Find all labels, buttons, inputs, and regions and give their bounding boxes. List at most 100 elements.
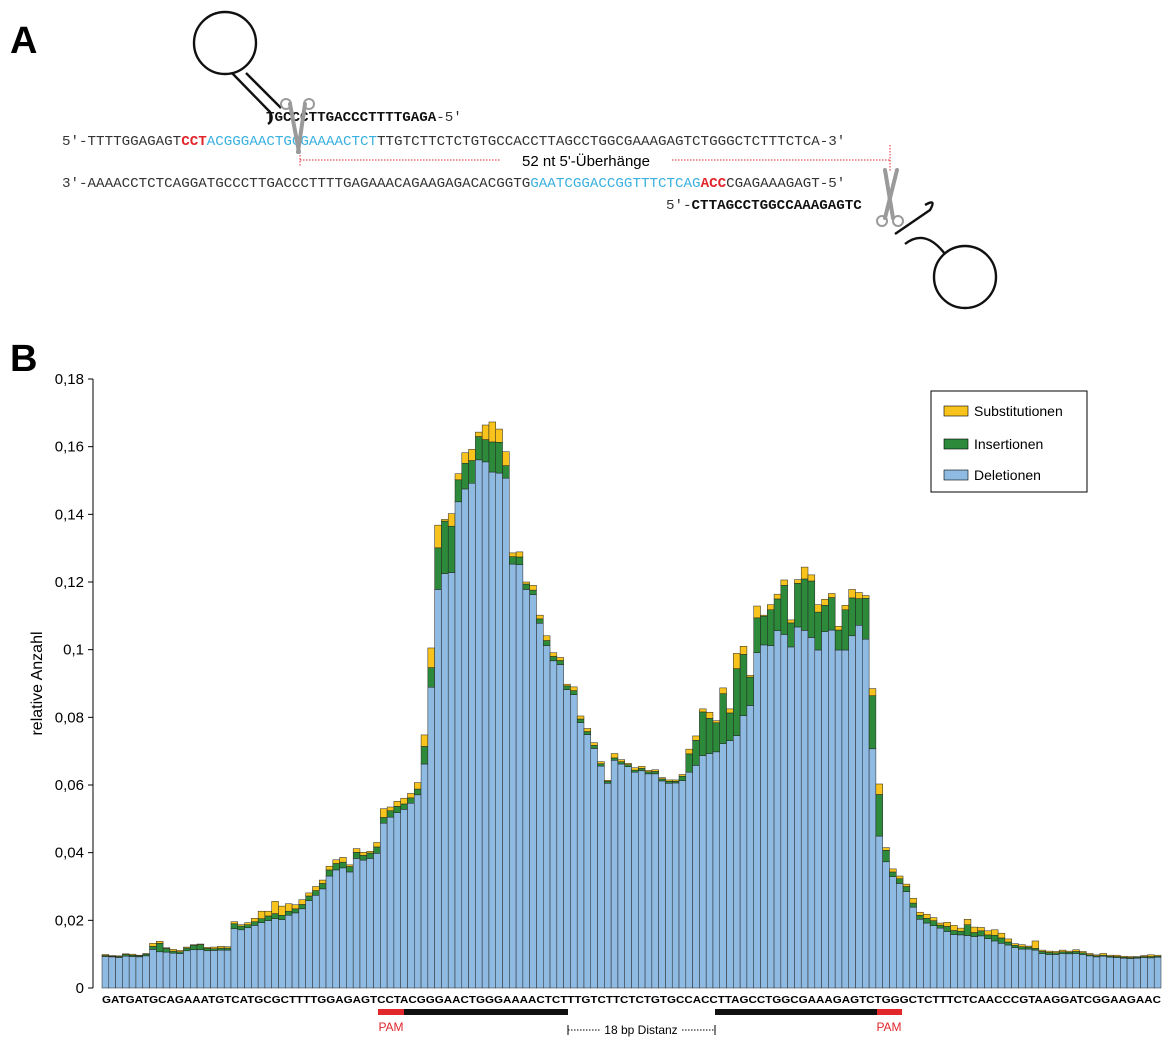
bar-deletion: [583, 734, 592, 989]
bar-substitution: [576, 715, 585, 720]
bar-substitution: [101, 954, 110, 956]
target-markers: PAM PAM 18 bp Distanz: [378, 1009, 902, 1037]
bar-insertion: [332, 863, 340, 871]
bar-deletion: [604, 783, 612, 989]
bar-insertion: [1031, 948, 1040, 951]
bar-substitution: [1099, 953, 1107, 956]
bar-deletion: [699, 755, 707, 989]
bar-insertion: [407, 797, 415, 804]
bar-substitution: [807, 574, 816, 582]
bar-deletion: [936, 927, 945, 989]
bar-insertion: [196, 944, 205, 951]
bar-insertion: [420, 746, 429, 765]
bar-insertion: [502, 465, 510, 479]
bar-deletion: [570, 694, 578, 989]
bar-insertion: [1058, 951, 1067, 954]
bar-substitution: [441, 519, 449, 522]
base-sequence: GATGATGCAGAAATGTCATGCGCTTTTGGAGAGTCCTACG…: [102, 995, 1161, 1006]
bar-substitution: [481, 424, 490, 440]
bar-substitution: [1153, 954, 1162, 957]
bar-substitution: [692, 735, 700, 741]
bar-deletion: [889, 876, 897, 989]
bar-deletion: [509, 563, 517, 989]
bar-substitution: [278, 905, 286, 916]
bar-substitution: [1058, 949, 1067, 953]
bar-deletion: [1072, 953, 1080, 989]
bar-deletion: [515, 564, 524, 989]
bar-deletion: [848, 635, 856, 989]
bar-substitution: [373, 842, 381, 848]
y-axis-title: relative Anzahl: [29, 631, 46, 735]
bar-substitution: [414, 782, 422, 790]
bar-insertion: [203, 948, 211, 952]
legend-swatch-deletions: [943, 469, 969, 481]
bar-deletion: [230, 928, 239, 989]
bar-substitution: [318, 879, 327, 884]
bar-substitution: [1113, 954, 1121, 957]
bar-deletion: [1058, 953, 1067, 989]
bar-insertion: [991, 934, 999, 942]
bar-substitution: [128, 953, 137, 956]
bar-deletion: [692, 765, 700, 989]
bar-insertion: [733, 668, 741, 736]
bar-deletion: [101, 956, 110, 989]
bar-deletion: [447, 572, 456, 989]
bar-insertion: [223, 947, 232, 951]
bar-insertion: [834, 629, 843, 651]
bar-insertion: [814, 611, 822, 651]
bar-insertion: [597, 763, 605, 767]
overhang-indicator: 52 nt 5'-Überhänge: [299, 137, 891, 172]
bar-deletion: [210, 950, 218, 989]
bar-substitution: [122, 953, 130, 955]
bar-substitution: [352, 848, 361, 853]
bar-deletion: [325, 875, 334, 989]
bar-deletion: [271, 918, 279, 989]
bar-deletion: [773, 630, 782, 989]
bar-substitution: [970, 926, 978, 933]
bar-deletion: [794, 626, 802, 989]
bar-insertion: [767, 609, 775, 646]
bar-substitution: [203, 947, 211, 949]
bar-substitution: [828, 593, 836, 598]
bar-deletion: [156, 951, 164, 989]
bar-insertion: [773, 598, 782, 631]
bar-deletion: [597, 765, 605, 989]
bar-insertion: [339, 861, 347, 869]
bar-deletion: [909, 906, 917, 989]
bar-substitution: [1024, 945, 1033, 948]
bar-substitution: [434, 524, 442, 549]
bar-insertion: [447, 525, 456, 573]
bar-substitution: [169, 949, 177, 952]
bar-deletion: [760, 644, 768, 989]
bar-substitution: [977, 927, 985, 932]
bar-deletion: [1133, 957, 1141, 989]
bar-deletion: [122, 955, 130, 989]
bar-deletion: [481, 461, 490, 989]
bar-substitution: [251, 918, 259, 922]
y-tick-label: 0,18: [55, 371, 84, 388]
bar-deletion: [787, 646, 795, 989]
bar-insertion: [936, 924, 945, 929]
y-tick-label: 0,04: [55, 845, 84, 862]
bar-deletion: [563, 689, 571, 989]
y-tick-label: 0,1: [63, 642, 84, 659]
bar-substitution: [644, 770, 653, 773]
bar-substitution: [909, 898, 917, 904]
bar-deletion: [217, 949, 225, 989]
bar-substitution: [699, 708, 707, 713]
bar-deletion: [427, 686, 435, 989]
bar-substitution: [1011, 943, 1019, 946]
overhang-label: 52 nt 5'-Überhänge: [522, 152, 650, 170]
bar-deletion: [923, 922, 931, 989]
bar-substitution: [780, 579, 788, 586]
bar-insertion: [984, 934, 992, 939]
bar-insertion: [800, 578, 809, 631]
y-tick-label: 0: [76, 980, 84, 997]
bar-substitution: [366, 851, 374, 854]
bar-deletion: [1120, 957, 1128, 989]
bar-deletion: [454, 501, 463, 989]
bar-substitution: [610, 753, 619, 759]
bar-substitution: [257, 910, 266, 919]
bar-insertion: [916, 915, 924, 920]
bar-insertion: [529, 589, 537, 595]
